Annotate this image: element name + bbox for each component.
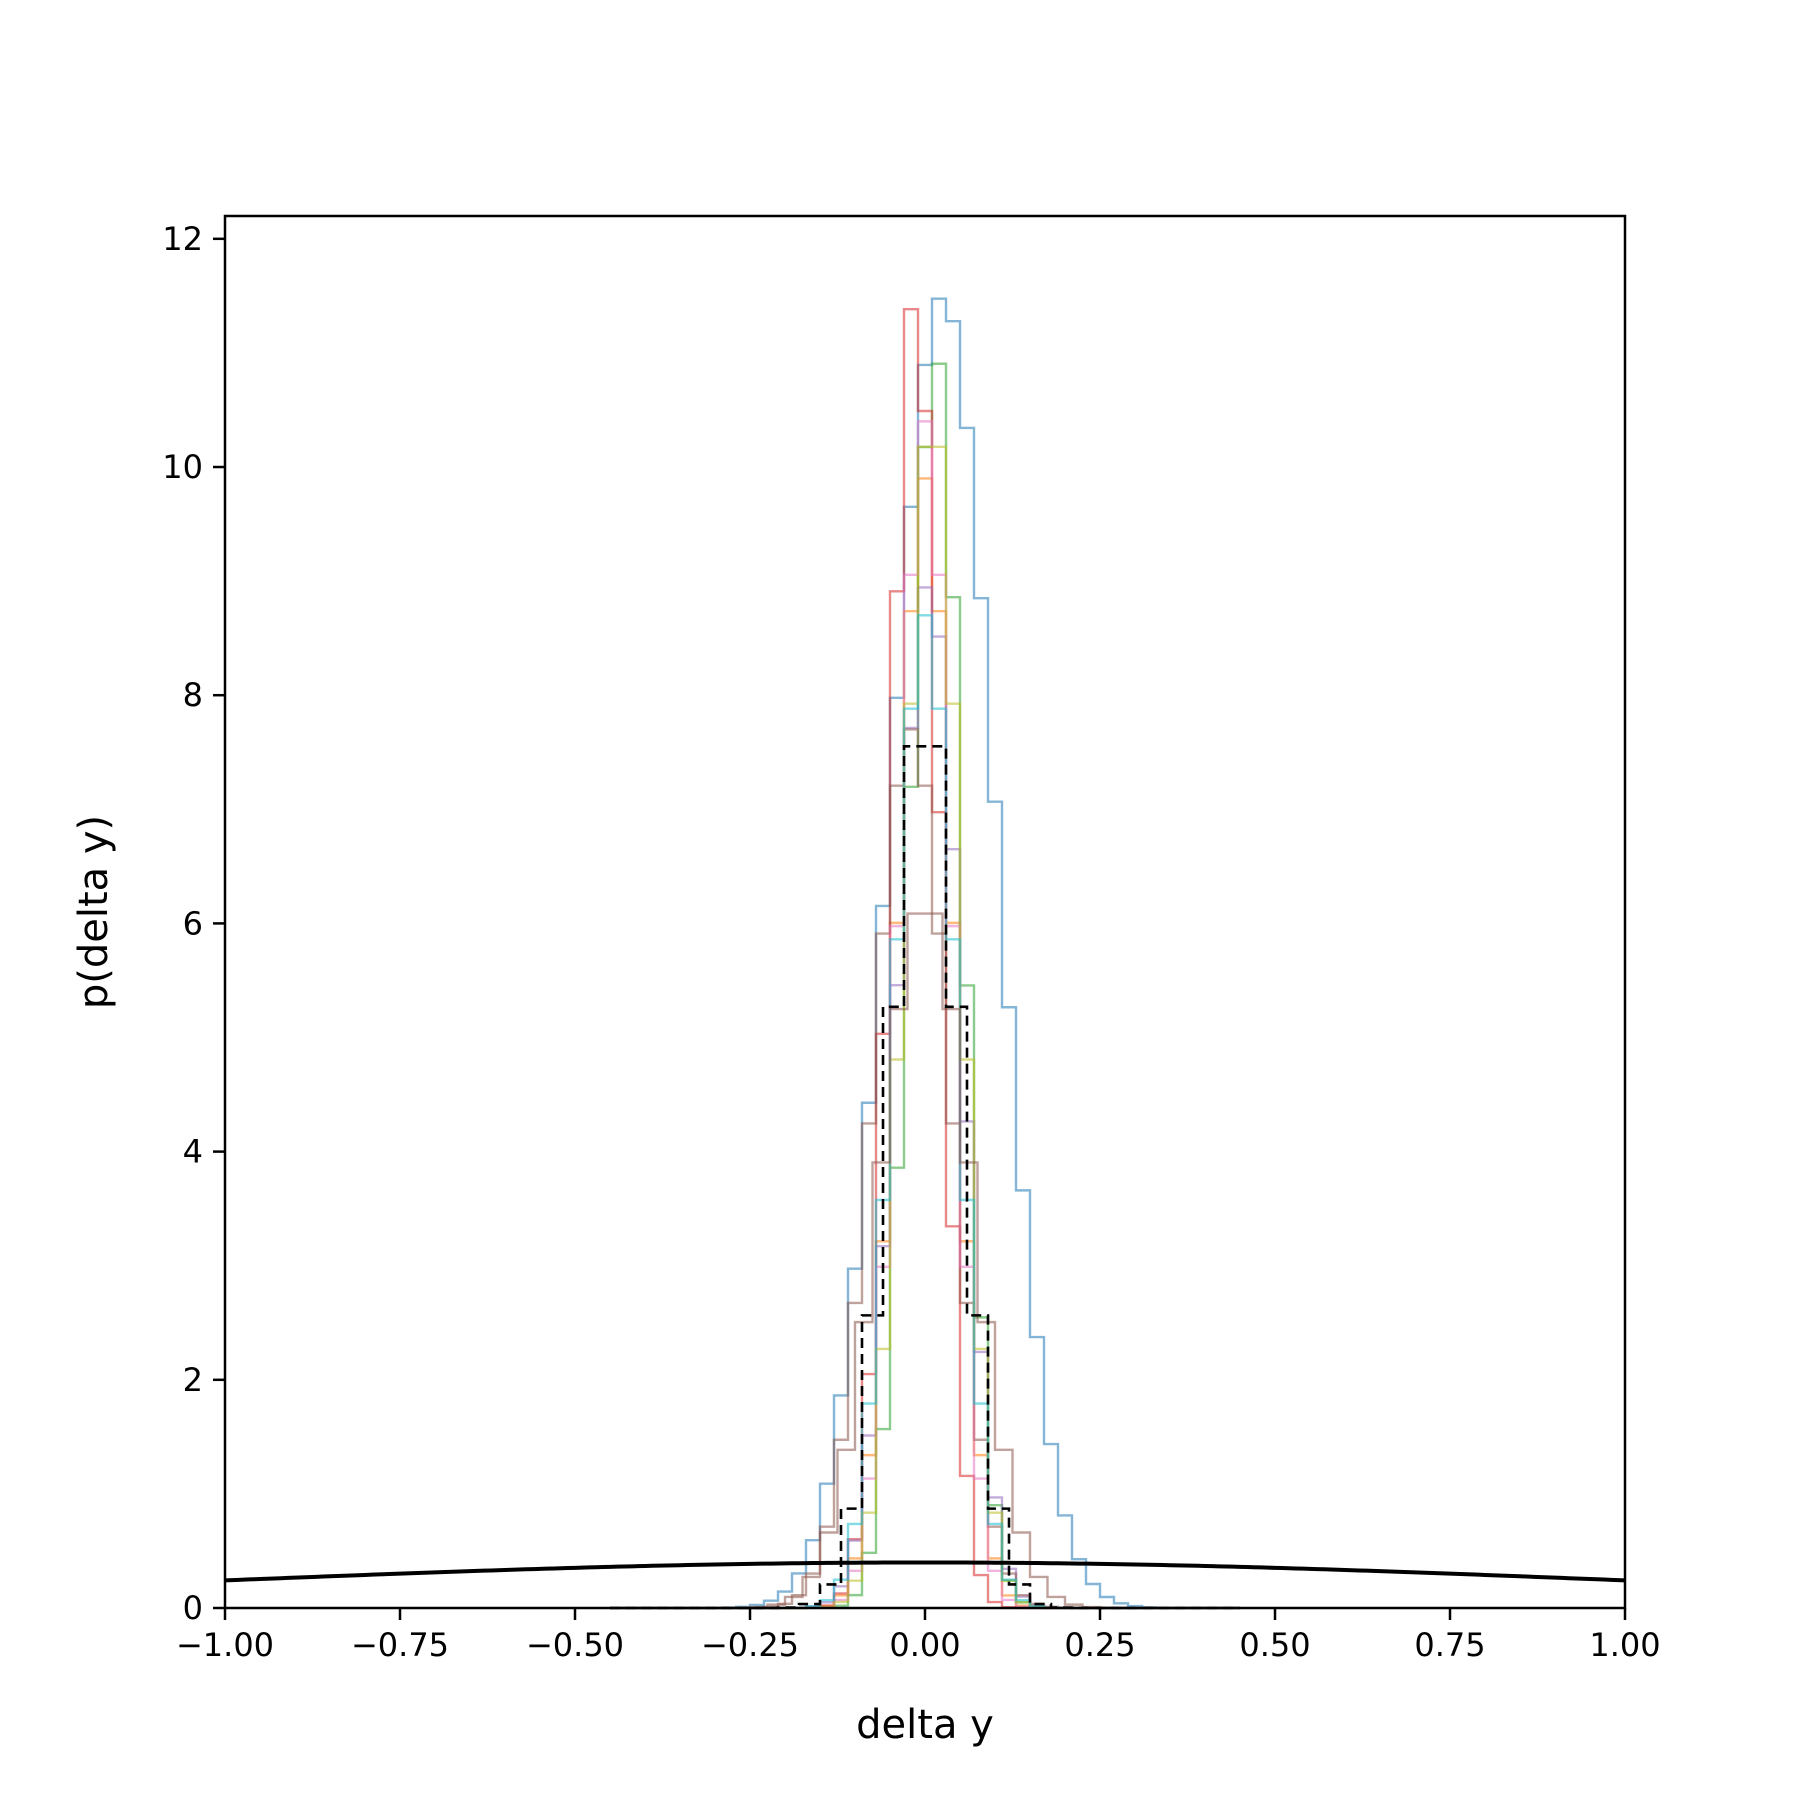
y-tick-label: 8	[183, 676, 203, 714]
y-tick-label: 4	[183, 1133, 203, 1171]
x-tick-label: 0.75	[1414, 1626, 1485, 1664]
y-axis: 0 2 4 6 8 10 12	[162, 220, 225, 1627]
x-tick-label: −0.25	[701, 1626, 799, 1664]
reference-normal-curve	[224, 1560, 1626, 1583]
y-tick-label: 12	[162, 220, 203, 258]
x-axis-label: delta y	[856, 1702, 994, 1748]
reference-curve-layer	[224, 1560, 1626, 1583]
x-tick-label: 1.00	[1589, 1626, 1660, 1664]
x-tick-label: −0.75	[351, 1626, 449, 1664]
y-tick-label: 2	[183, 1361, 203, 1399]
y-axis-label: p(delta y)	[71, 815, 117, 1009]
y-tick-label: 0	[183, 1589, 203, 1627]
x-tick-label: −1.00	[176, 1626, 274, 1664]
x-tick-label: 0.25	[1064, 1626, 1135, 1664]
y-tick-label: 6	[183, 904, 203, 942]
y-tick-label: 10	[162, 448, 203, 486]
x-tick-label: −0.50	[526, 1626, 624, 1664]
x-axis: −1.00 −0.75 −0.50 −0.25 0.00 0.25 0.50 0.75 1.00	[176, 1608, 1661, 1664]
x-tick-label: 0.00	[889, 1626, 960, 1664]
x-tick-label: 0.50	[1239, 1626, 1310, 1664]
